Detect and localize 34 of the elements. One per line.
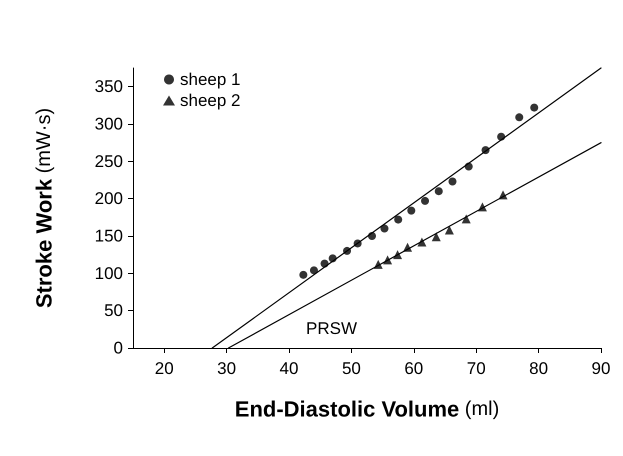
point [310, 266, 318, 274]
point [432, 232, 441, 242]
y-tick-label: 350 [94, 77, 123, 96]
y-tick-label: 0 [114, 338, 123, 358]
point [448, 177, 456, 186]
annotation: PRSW [306, 319, 357, 338]
point [515, 113, 524, 122]
legend-label: sheep 2 [180, 91, 240, 110]
x-tick-label: 60 [404, 359, 424, 378]
point [462, 214, 471, 224]
x-tick-label: 80 [529, 359, 548, 378]
y-tick-label: 250 [94, 152, 123, 171]
x-tick-label: 20 [154, 359, 174, 378]
x-tick-label: 50 [342, 359, 361, 378]
x-tick-label: 70 [466, 359, 486, 378]
point [421, 196, 430, 205]
y-tick-label: 300 [94, 114, 123, 134]
point [407, 206, 416, 215]
point [434, 187, 443, 196]
point [394, 216, 402, 224]
point [444, 226, 454, 235]
y-tick-label: 150 [94, 226, 123, 246]
point [380, 224, 388, 233]
legend-label: sheep 1 [180, 70, 240, 89]
y-tick-label: 50 [104, 301, 123, 320]
y-tick-label: 100 [94, 264, 123, 283]
x-tick-label: 30 [217, 359, 236, 378]
y-axis-title: Stroke Work (mW·s) [32, 108, 56, 308]
point [530, 104, 538, 112]
x-tick-label: 90 [592, 359, 610, 378]
point [299, 270, 308, 279]
x-axis-title: End-Diastolic Volume (ml) [234, 396, 500, 422]
x-tick-label: 40 [280, 359, 298, 378]
y-tick-label: 200 [94, 189, 123, 208]
